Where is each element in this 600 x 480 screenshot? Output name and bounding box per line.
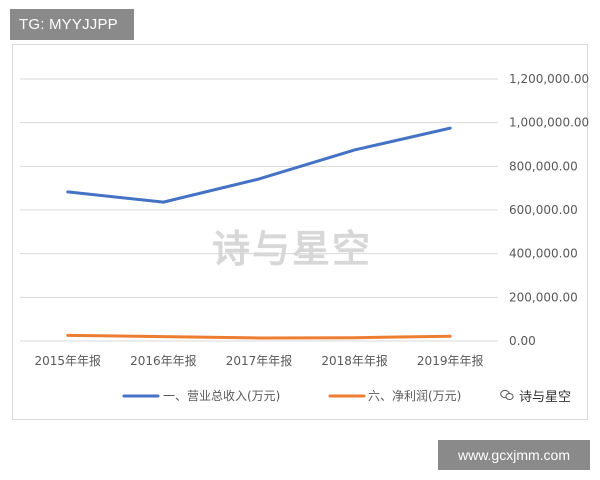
x-tick-label: 2018年年报 <box>321 353 388 368</box>
y-tick-label: 600,000.00 <box>509 203 578 217</box>
wechat-icon <box>500 389 514 401</box>
tg-badge: TG: MYYJJPP <box>10 9 134 40</box>
legend-label-1: 一、营业总收入(万元) <box>163 389 280 403</box>
y-tick-label: 800,000.00 <box>509 159 578 173</box>
y-tick-label: 400,000.00 <box>509 247 578 261</box>
chart-frame <box>12 44 588 420</box>
y-tick-label: 200,000.00 <box>509 290 578 304</box>
watermark: 诗与星空 <box>212 227 373 271</box>
x-tick-label: 2015年年报 <box>35 353 102 368</box>
wechat-brand-label: 诗与星空 <box>519 389 572 405</box>
x-tick-label: 2017年年报 <box>226 353 293 368</box>
wechat-brand: 诗与星空 <box>500 384 571 406</box>
x-tick-label: 2019年年报 <box>417 353 484 368</box>
legend-label-2: 六、净利润(万元) <box>368 389 461 403</box>
x-tick-label: 2016年年报 <box>130 353 197 368</box>
site-url-badge: www.gcxjmm.com <box>438 440 590 470</box>
y-tick-label: 1,000,000.00 <box>509 116 589 130</box>
y-tick-label: 0.00 <box>509 334 536 348</box>
y-tick-label: 1,200,000.00 <box>509 72 589 86</box>
series-line-2 <box>66 333 452 340</box>
series-line-1 <box>66 126 452 204</box>
